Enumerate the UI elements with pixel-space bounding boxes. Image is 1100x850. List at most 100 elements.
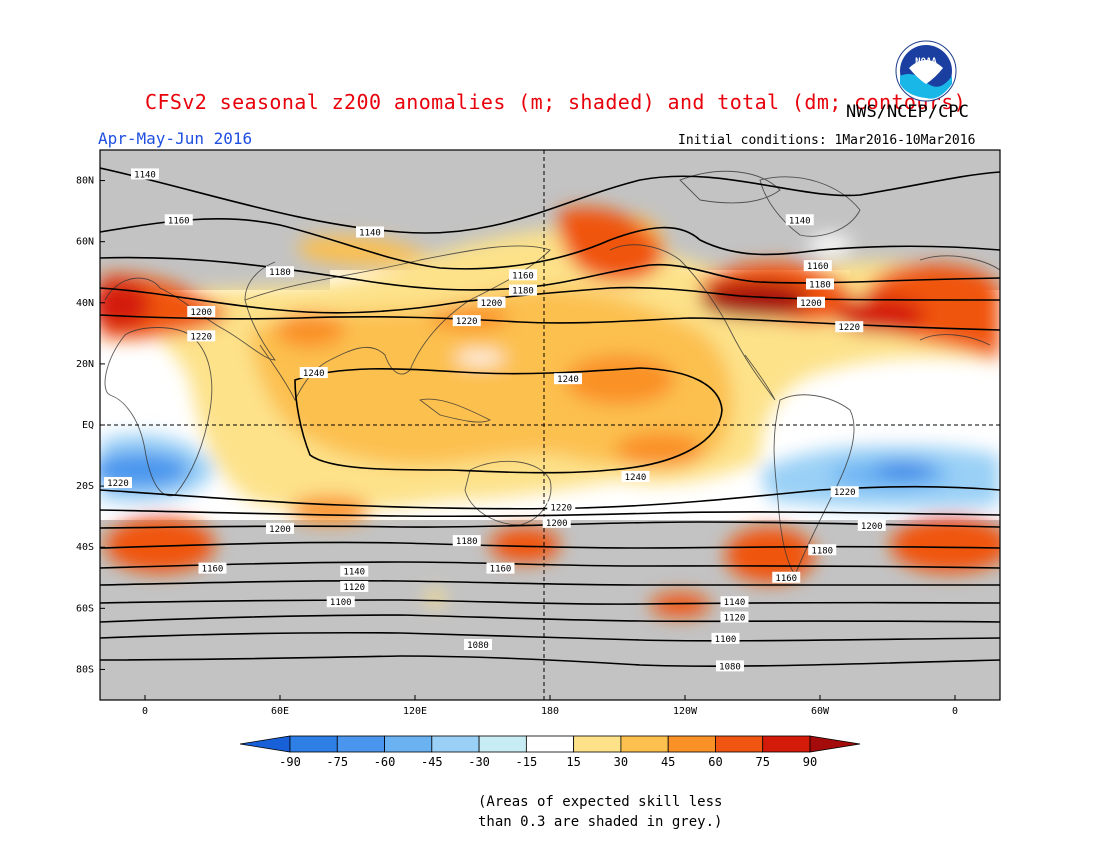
contour-label-box <box>340 565 369 577</box>
contour-label: 1160 <box>512 271 534 281</box>
colorbar-label: 30 <box>614 755 628 769</box>
contour-labels: 1140116011801140116011801200122012001220… <box>104 168 886 672</box>
contour-label-box <box>830 486 859 498</box>
colorbar-label: -45 <box>421 755 443 769</box>
contour-label-box <box>131 168 159 180</box>
contour-label: 1200 <box>190 308 212 318</box>
lon-tick-label: 180 <box>541 706 559 717</box>
contour-label: 1160 <box>807 262 829 272</box>
lat-tick-label: 80S <box>76 664 94 675</box>
contour-label-box <box>356 226 384 238</box>
contour-label-box <box>772 571 801 583</box>
contour-label-box <box>486 562 515 574</box>
contour-label-box <box>554 373 582 385</box>
contour-label-box <box>266 266 294 278</box>
contour-label: 1220 <box>107 479 129 489</box>
contour-label: 1240 <box>303 369 325 379</box>
contour-label: 1180 <box>512 287 534 297</box>
contour-label: 1240 <box>557 375 579 385</box>
contour-label-box <box>187 305 216 317</box>
contour-label-box <box>326 596 355 608</box>
contour-label-box <box>509 284 537 296</box>
colorbar-cell <box>431 735 480 753</box>
contour-label: 1140 <box>359 229 381 239</box>
anomaly-shading <box>100 207 1000 617</box>
colorbar-high-arrow <box>809 735 861 753</box>
season-label: Apr-May-Jun 2016 <box>98 129 253 148</box>
contour-label: 1240 <box>625 473 647 483</box>
lon-tick-label: 0 <box>142 706 148 717</box>
contour-label: 1080 <box>719 662 741 672</box>
colorbar-label: -30 <box>468 755 490 769</box>
contour-label: 1200 <box>269 525 291 535</box>
contour-label-box <box>452 535 481 547</box>
lon-tick-label: 0 <box>952 706 958 717</box>
colorbar-label: -75 <box>326 755 348 769</box>
contour-label: 1200 <box>481 299 503 309</box>
contour-label: 1220 <box>550 504 572 514</box>
contour-label: 1160 <box>490 565 512 575</box>
lat-tick-label: 60N <box>76 237 94 248</box>
contour-label-box <box>198 562 227 574</box>
colorbar-cell <box>715 735 764 753</box>
contour-label-box <box>542 516 571 528</box>
colorbar-low-arrow <box>239 735 291 753</box>
colorbar-label: 45 <box>661 755 675 769</box>
skill-footnote: (Areas of expected skill less than 0.3 a… <box>478 792 722 832</box>
contour-label: 1180 <box>811 546 833 556</box>
contour-label-box <box>857 519 886 531</box>
colorbar-label: -90 <box>279 755 301 769</box>
contour-label: 1100 <box>330 598 352 608</box>
contour-label-box <box>464 639 492 650</box>
contour-label: 1220 <box>834 488 856 498</box>
contour-label: 1220 <box>456 317 478 327</box>
colorbar-label: 75 <box>756 755 770 769</box>
contour-label: 1140 <box>134 170 156 180</box>
initial-conditions-label: Initial conditions: 1Mar2016-10Mar2016 <box>678 133 976 148</box>
contour-label: 1100 <box>715 635 737 645</box>
lat-tick-label: 40S <box>76 542 94 553</box>
contour-label: 1180 <box>269 268 291 278</box>
contour-label: 1200 <box>800 299 822 309</box>
contour-label: 1140 <box>724 598 746 608</box>
contour-label-box <box>808 544 837 556</box>
colorbar-cell <box>573 735 622 753</box>
contour-label-box <box>720 611 749 623</box>
colorbar-label: -60 <box>374 755 396 769</box>
contour-label-box <box>299 367 328 379</box>
lon-tick-label: 60W <box>811 706 830 717</box>
contour-label: 1160 <box>775 574 797 584</box>
colorbar-label: 15 <box>566 755 580 769</box>
footnote-line-1: (Areas of expected skill less <box>478 794 723 810</box>
lon-tick-label: 120E <box>403 706 427 717</box>
contour-label: 1220 <box>838 323 860 333</box>
contour-label-box <box>266 522 294 534</box>
contour-label-box <box>164 214 193 226</box>
contour-label: 1180 <box>809 280 831 290</box>
footnote-line-2: than 0.3 are shaded in grey.) <box>478 814 723 830</box>
contour-label-box <box>340 580 369 592</box>
noaa-logo-text: NOAA <box>915 57 937 67</box>
colorbar-cell <box>384 735 433 753</box>
contour-label-box <box>797 296 825 308</box>
colorbar-cell <box>762 735 811 753</box>
contour-label-box <box>104 477 132 489</box>
contour-label-box <box>452 315 481 327</box>
contour-label-box <box>720 596 749 608</box>
contour-label: 1120 <box>343 583 365 593</box>
contour-label-box <box>711 632 740 644</box>
contour-label: 1220 <box>190 332 212 342</box>
contour-label: 1180 <box>456 537 478 547</box>
colorbar-label: 60 <box>708 755 722 769</box>
contour-label-box <box>621 470 650 482</box>
contour-label-box <box>716 660 744 672</box>
contour-label-box <box>547 501 576 513</box>
contour-label: 1160 <box>202 565 224 575</box>
colorbar-cell <box>478 735 527 753</box>
agency-label: NWS/NCEP/CPC <box>846 102 969 122</box>
contour-label-box <box>477 296 506 308</box>
map-title: CFSv2 seasonal z200 anomalies (m; shaded… <box>145 90 967 114</box>
world-map: 80N 60N 40N 20N EQ 20S 40S 60S 80S 0 60E 120E 180 12… <box>76 149 1001 717</box>
noaa-logo: NOAA <box>895 40 957 102</box>
contour-label: 1120 <box>724 614 746 624</box>
